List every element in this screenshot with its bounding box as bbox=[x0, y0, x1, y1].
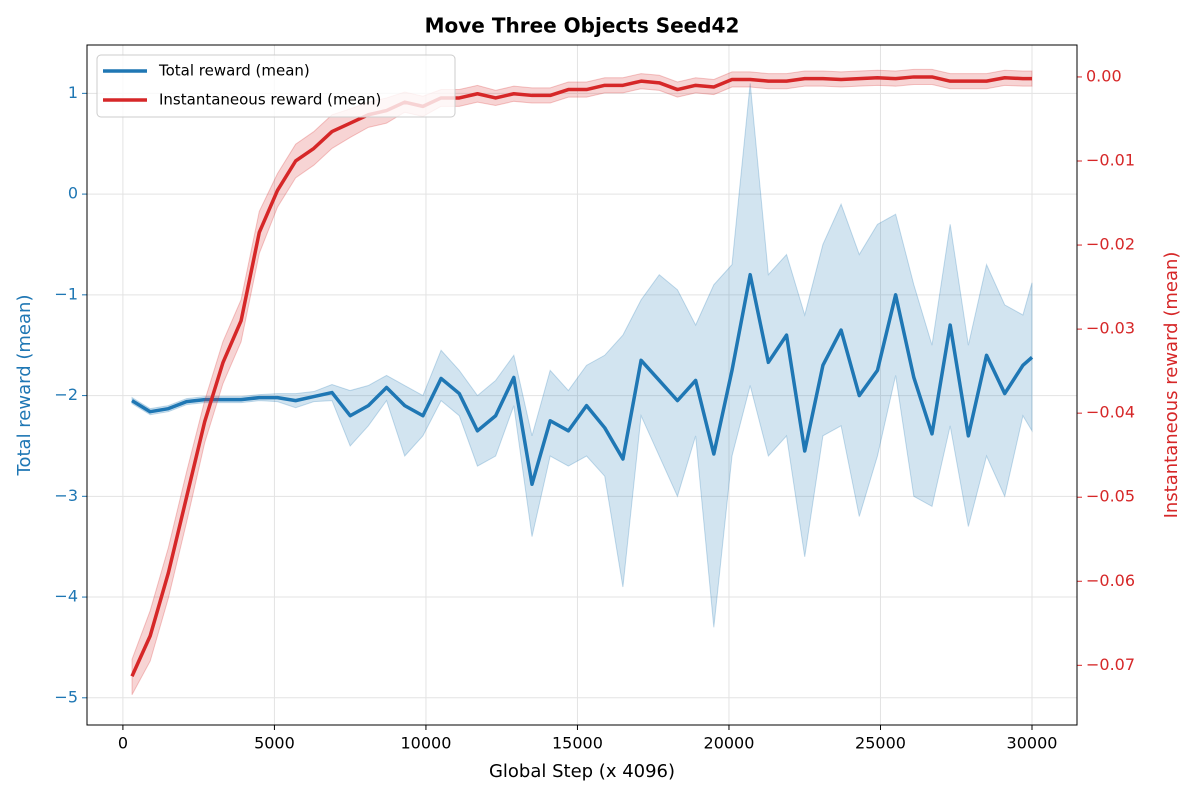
x-tick-label: 25000 bbox=[855, 734, 906, 753]
legend-label: Total reward (mean) bbox=[158, 62, 310, 80]
y-tick-label: −3 bbox=[54, 486, 78, 505]
y2-tick-label: −0.01 bbox=[1086, 150, 1135, 169]
x-tick-label: 10000 bbox=[400, 734, 451, 753]
x-axis-label: Global Step (x 4096) bbox=[489, 761, 675, 782]
band bbox=[131, 83, 1033, 628]
y-tick-label: 1 bbox=[68, 83, 78, 102]
line bbox=[131, 272, 1034, 486]
y2-tick-label: −0.02 bbox=[1086, 235, 1135, 254]
x-tick-label: 20000 bbox=[704, 734, 755, 753]
y-tick-label: 0 bbox=[68, 184, 78, 203]
y2-tick-label: −0.05 bbox=[1086, 487, 1135, 506]
plot-frame bbox=[86, 44, 1078, 726]
y2-tick-label: −0.04 bbox=[1086, 403, 1135, 422]
chart-title: Move Three Objects Seed42 bbox=[425, 14, 740, 38]
y2-tick-label: 0.00 bbox=[1086, 66, 1122, 85]
legend-box bbox=[96, 54, 456, 118]
y2-tick-label: −0.07 bbox=[1086, 655, 1135, 674]
y2-tick-label: −0.06 bbox=[1086, 571, 1135, 590]
y-tick-label: −2 bbox=[54, 385, 78, 404]
y2-tick-label: −0.03 bbox=[1086, 319, 1135, 338]
y-axis-label: Total reward (mean) bbox=[14, 295, 35, 477]
y-tick-label: −1 bbox=[54, 284, 78, 303]
legend-label: Instantaneous reward (mean) bbox=[159, 91, 381, 109]
x-tick-label: 15000 bbox=[552, 734, 603, 753]
line bbox=[130, 75, 1032, 677]
y-tick-label: −4 bbox=[54, 587, 78, 606]
x-tick-label: 30000 bbox=[1007, 734, 1058, 753]
y2-axis-label: Instantaneous reward (mean) bbox=[1161, 252, 1182, 519]
x-tick-label: 5000 bbox=[254, 734, 295, 753]
x-tick-label: 0 bbox=[118, 734, 128, 753]
y-tick-label: −5 bbox=[54, 687, 78, 706]
